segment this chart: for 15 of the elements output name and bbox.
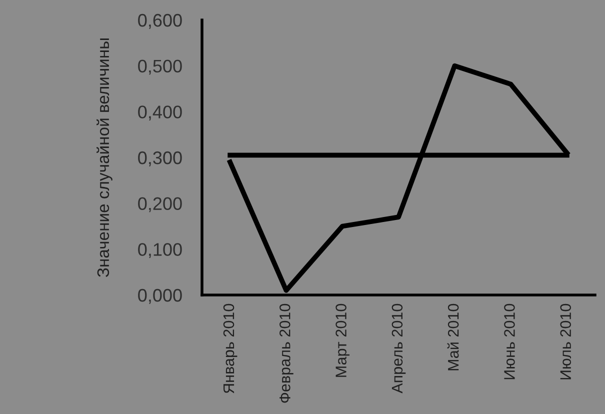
y-tick-label: 0,100 bbox=[138, 243, 182, 258]
x-tick-label: Февраль 2010 bbox=[279, 304, 294, 403]
y-tick-label: 0,500 bbox=[138, 60, 182, 75]
y-tick-label: 0,200 bbox=[138, 197, 182, 212]
x-tick-label: Март 2010 bbox=[336, 304, 350, 377]
y-axis-title: Значение случайной величины bbox=[96, 38, 112, 278]
x-tick-label: Январь 2010 bbox=[223, 304, 238, 394]
x-tick-label: Июль 2010 bbox=[560, 304, 572, 380]
y-tick-label: 0,400 bbox=[138, 106, 182, 121]
x-tick-label: Апрель 2010 bbox=[392, 304, 406, 394]
y-tick-label: 0,000 bbox=[138, 288, 182, 304]
x-tick-label: Май 2010 bbox=[447, 304, 459, 370]
y-tick-label: 0,600 bbox=[138, 14, 182, 29]
y-tick-label: 0,300 bbox=[138, 151, 182, 166]
x-tick-label: Июнь 2010 bbox=[504, 304, 515, 380]
